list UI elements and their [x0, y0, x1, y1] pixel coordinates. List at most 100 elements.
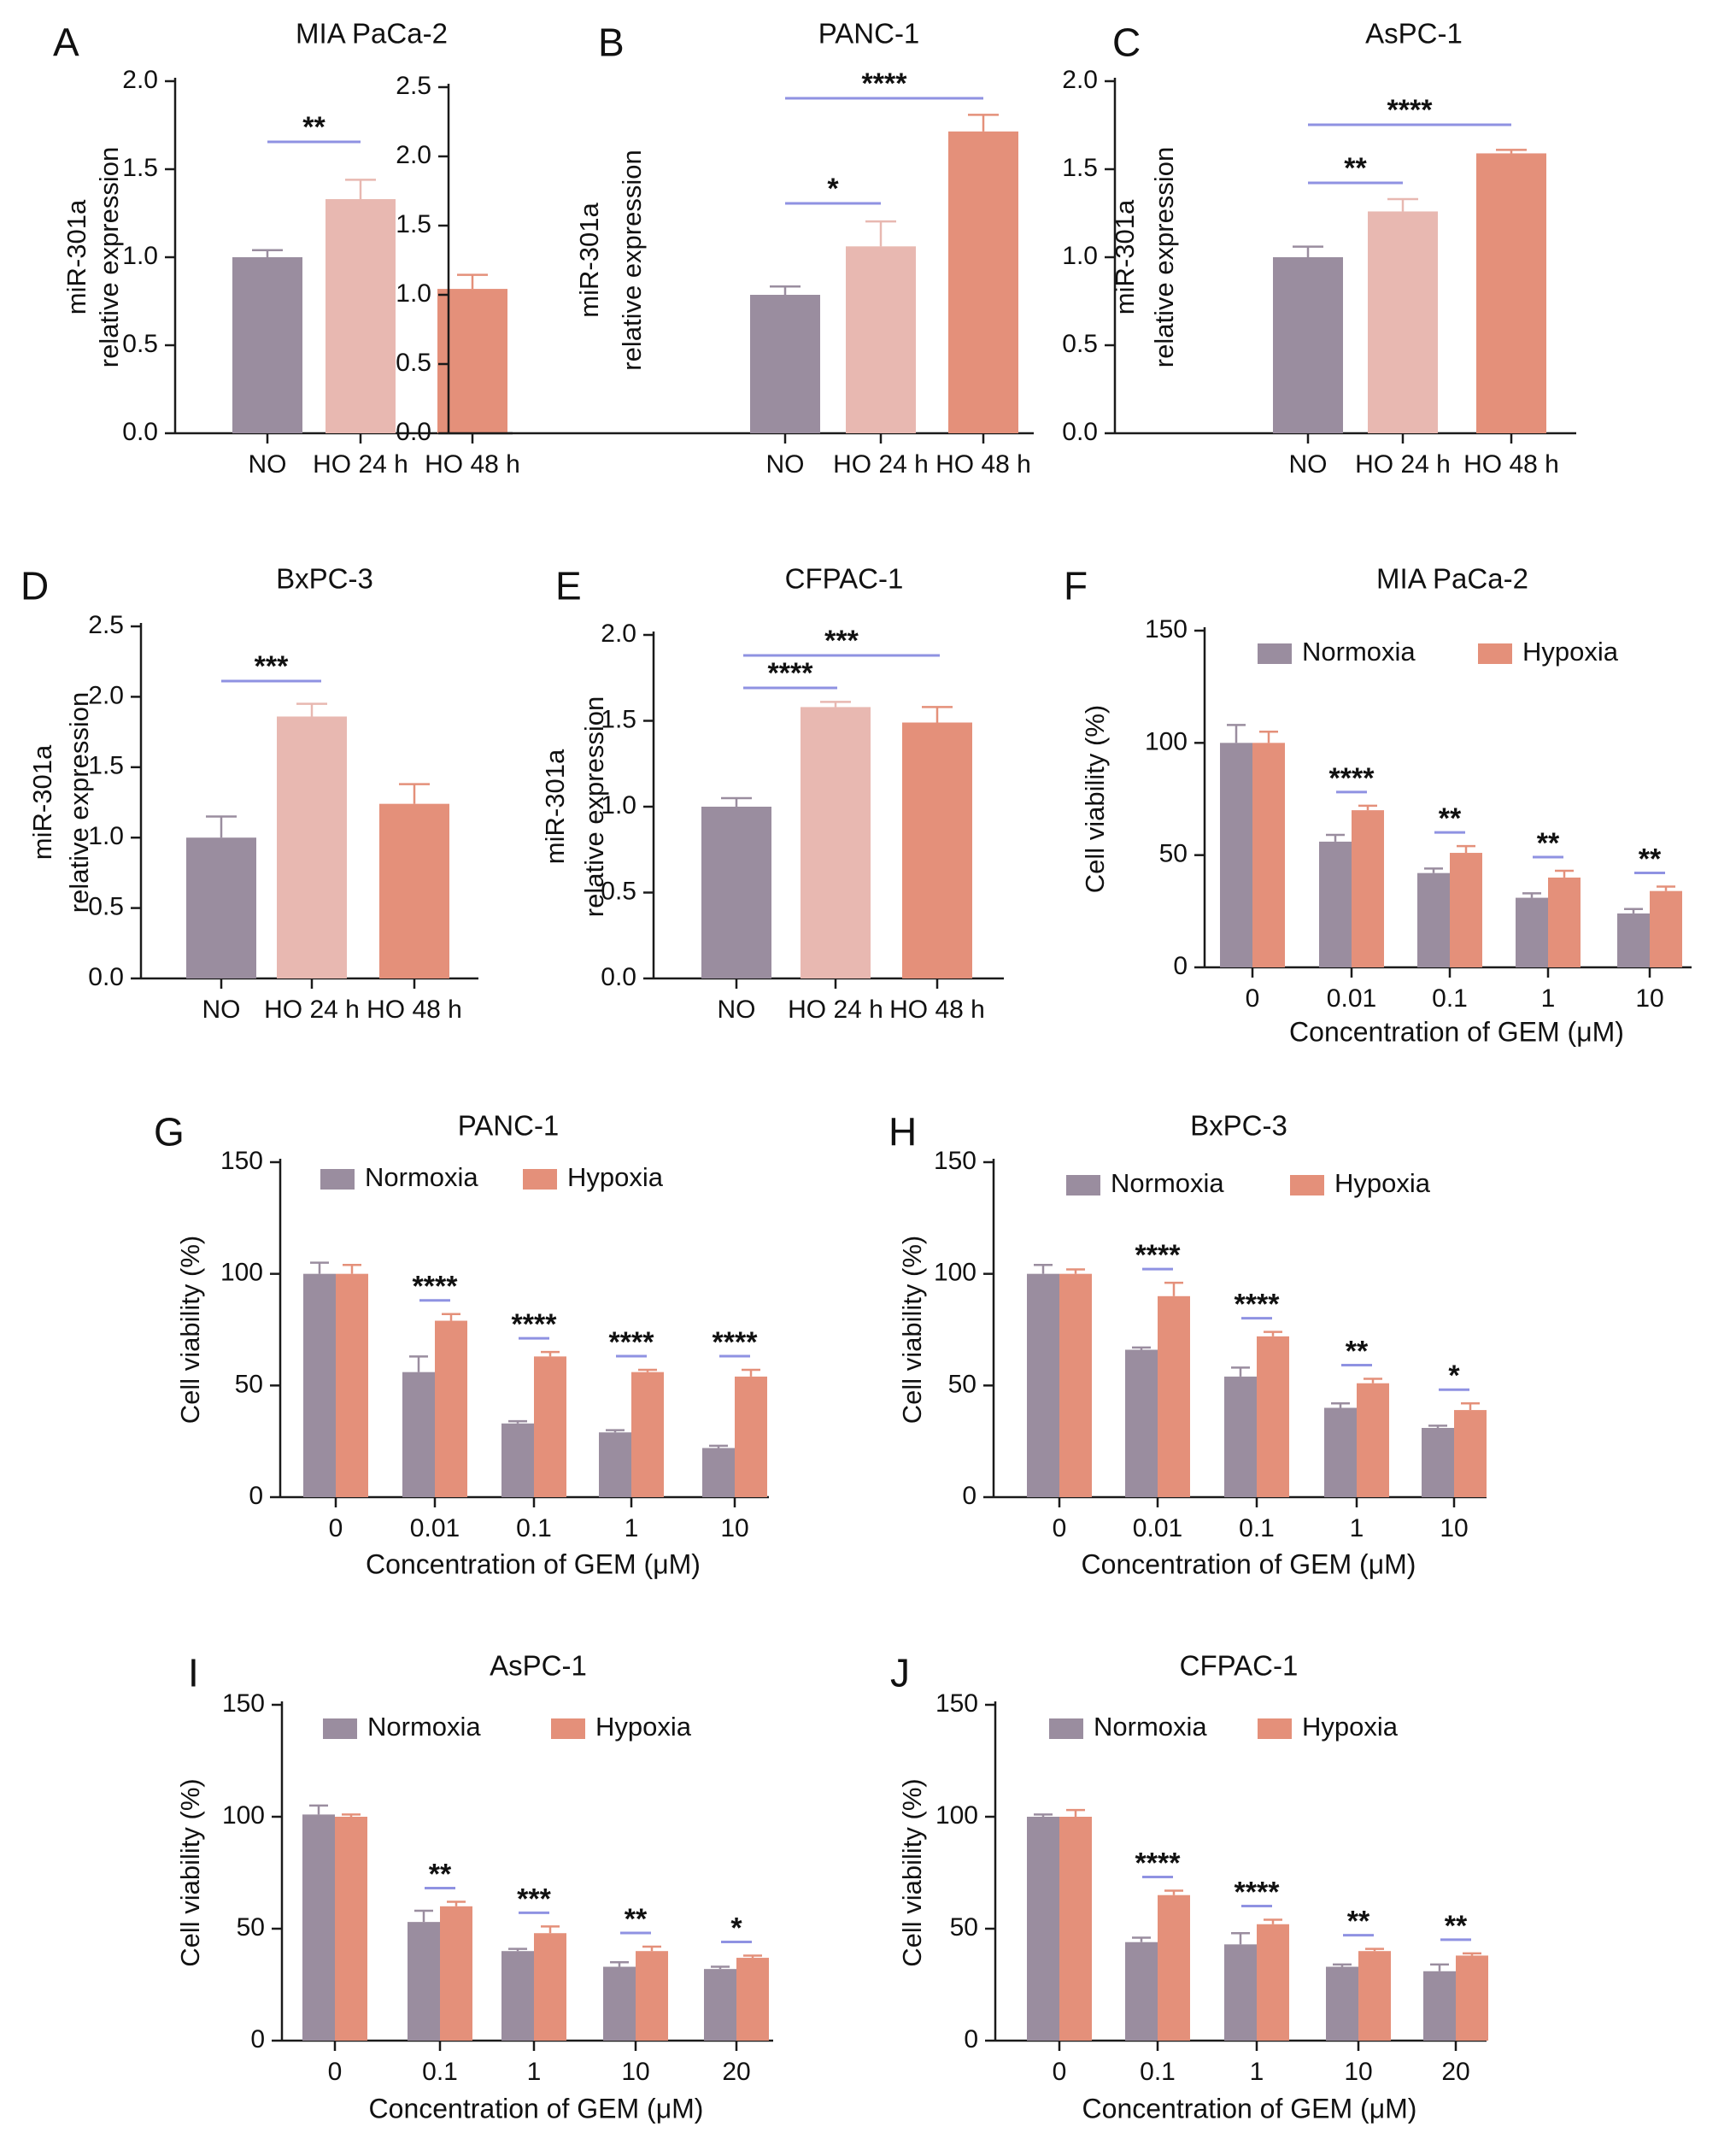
bar-hypoxia [1358, 1951, 1391, 2041]
significance-stars: **** [512, 1308, 558, 1341]
bar-normoxia [603, 1966, 636, 2041]
y-tick-label: 0.0 [396, 418, 431, 446]
significance-stars: **** [862, 68, 908, 100]
x-tick-label: 0 [1053, 1514, 1067, 1542]
bar-hypoxia [1450, 853, 1482, 967]
y-tick-label: 150 [934, 1147, 976, 1175]
y-tick-label: 0.0 [88, 963, 124, 991]
panel-label: C [1112, 21, 1141, 65]
y-tick-label: 50 [950, 1913, 978, 1942]
bar-normoxia [303, 1273, 336, 1497]
panel-label: D [21, 564, 49, 608]
legend-label-hypoxia: Hypoxia [1522, 637, 1619, 667]
x-tick-label: 1 [1350, 1514, 1364, 1542]
legend-swatch-normoxia [1258, 643, 1292, 664]
x-axis-label: Concentration of GEM (μM) [1289, 1016, 1624, 1047]
significance-stars: ** [1346, 1335, 1369, 1367]
bar-hypoxia [1059, 1273, 1092, 1497]
y-axis-label: relative expression [617, 150, 647, 370]
x-tick-label: HO 48 h [425, 450, 520, 479]
x-tick-label: HO 48 h [935, 450, 1031, 479]
y-tick-label: 1.0 [122, 242, 158, 270]
x-tick-label: 10 [1635, 984, 1663, 1013]
bar-normoxia [402, 1372, 435, 1497]
y-tick-label: 1.5 [88, 752, 124, 780]
significance-stars: *** [517, 1883, 551, 1915]
legend-swatch-normoxia [1066, 1175, 1100, 1195]
significance-stars: **** [1135, 1847, 1182, 1879]
bar-hypoxia [336, 1273, 368, 1497]
x-tick-label: 10 [1440, 1514, 1468, 1542]
x-axis-label: Concentration of GEM (μM) [369, 2093, 704, 2124]
significance-stars: *** [255, 650, 289, 683]
bar-no [750, 295, 820, 433]
bar-normoxia [1224, 1944, 1257, 2041]
bar-hypoxia [1158, 1295, 1190, 1497]
y-tick-label: 1.0 [88, 822, 124, 850]
x-tick-label: NO [249, 450, 287, 479]
legend-label-normoxia: Normoxia [367, 1712, 481, 1742]
y-tick-label: 0.5 [601, 877, 636, 905]
y-tick-label: 100 [934, 1259, 976, 1287]
bar-normoxia [501, 1951, 534, 2041]
bar-normoxia [1125, 1942, 1158, 2041]
panel-d: D BxPC-3 miR-301a relative expression 0.0 0.5… [21, 563, 478, 1024]
chart-title: BxPC-3 [276, 563, 373, 595]
bar-hypoxia [1650, 890, 1682, 967]
y-tick-label: 100 [222, 1801, 265, 1830]
bar-normoxia [1027, 1273, 1059, 1497]
panel-label: H [889, 1110, 917, 1154]
x-tick-label: 10 [720, 1514, 748, 1542]
y-tick-label: 0.0 [122, 418, 158, 446]
significance-stars: ** [1347, 1906, 1370, 1938]
bar-hypoxia [1357, 1383, 1389, 1497]
significance-stars: **** [1329, 762, 1375, 795]
y-tick-label: 2.5 [88, 611, 124, 639]
legend-swatch-hypoxia [551, 1718, 585, 1739]
y-tick-label: 2.0 [122, 66, 158, 94]
y-tick-label: 0.5 [88, 893, 124, 921]
legend-label-hypoxia: Hypoxia [1334, 1168, 1431, 1198]
y-tick-label: 2.0 [396, 141, 431, 169]
bar-ho-24-h [1368, 211, 1438, 433]
bar-normoxia [1027, 1817, 1059, 2041]
y-tick-label: 1.5 [396, 210, 431, 238]
significance-stars: * [1448, 1360, 1460, 1392]
legend-swatch-normoxia [323, 1718, 357, 1739]
bar-hypoxia [1548, 877, 1581, 967]
bar-ho-24-h [846, 246, 916, 433]
bar-normoxia [501, 1423, 534, 1497]
y-tick-label: 0.0 [1062, 418, 1098, 446]
bar-hypoxia [1257, 1924, 1289, 2041]
significance-stars: * [827, 173, 839, 205]
legend-label-normoxia: Normoxia [1302, 637, 1416, 667]
significance-stars: ** [1344, 152, 1367, 185]
y-axis-label: relative expression [579, 696, 609, 917]
x-tick-label: 0.1 [422, 2058, 458, 2086]
x-tick-label: 0.1 [1432, 984, 1468, 1013]
y-tick-label: 1.5 [122, 154, 158, 182]
bar-ho-24-h [801, 707, 871, 978]
bar-normoxia [1417, 872, 1450, 967]
y-axis-label: miR-301a [574, 203, 604, 318]
chart-title: CFPAC-1 [785, 563, 904, 595]
y-tick-label: 0.5 [396, 349, 431, 377]
bar-hypoxia [1456, 1955, 1488, 2041]
x-tick-label: HO 48 h [367, 996, 462, 1024]
x-tick-label: HO 48 h [889, 996, 985, 1024]
y-tick-label: 150 [935, 1689, 978, 1718]
y-axis-label: miR-301a [540, 749, 570, 864]
bar-normoxia [1326, 1966, 1358, 2041]
y-tick-label: 100 [1145, 727, 1188, 755]
significance-stars: ** [1537, 827, 1560, 860]
x-tick-label: 0 [1053, 2058, 1067, 2086]
significance-stars: **** [1235, 1877, 1281, 1909]
significance-stars: ** [1439, 802, 1462, 835]
bar-hypoxia [435, 1320, 467, 1497]
bar-hypoxia [736, 1958, 769, 2041]
legend-swatch-hypoxia [523, 1169, 557, 1190]
x-tick-label: 0.1 [1140, 2058, 1176, 2086]
bar-hypoxia [735, 1376, 767, 1497]
chart-title: MIA PaCa-2 [296, 18, 448, 50]
panel-label: F [1064, 564, 1088, 608]
